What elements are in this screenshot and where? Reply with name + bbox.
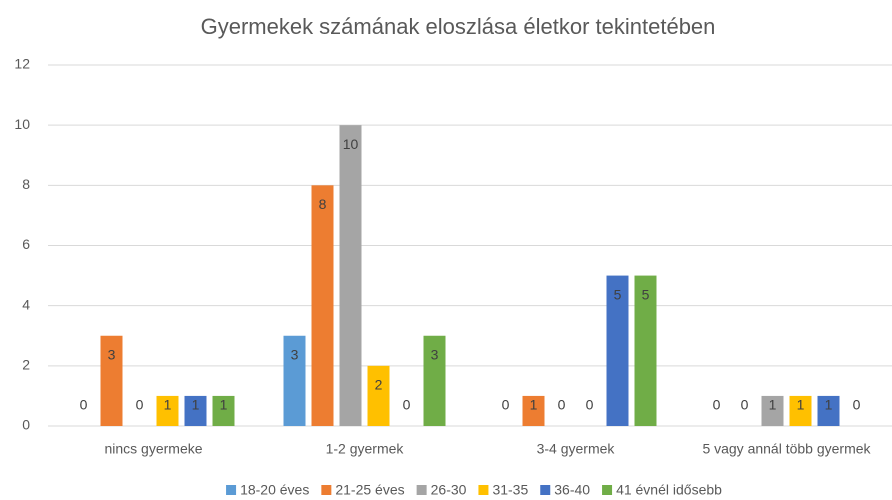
data-label: 0 bbox=[80, 397, 88, 413]
x-tick-label: nincs gyermeke bbox=[104, 441, 202, 457]
bar bbox=[100, 335, 123, 426]
data-label: 3 bbox=[291, 346, 299, 362]
bar bbox=[789, 395, 812, 426]
data-label: 0 bbox=[586, 397, 594, 413]
legend-swatch bbox=[321, 485, 332, 495]
data-label: 0 bbox=[558, 397, 566, 413]
data-label: 10 bbox=[343, 136, 359, 152]
data-label: 1 bbox=[164, 397, 172, 413]
legend-label: 36-40 bbox=[554, 482, 590, 498]
data-label: 2 bbox=[375, 377, 383, 393]
bar bbox=[212, 395, 235, 426]
y-tick-label: 4 bbox=[22, 296, 30, 312]
data-label: 5 bbox=[614, 286, 622, 302]
legend-label: 21-25 éves bbox=[335, 482, 404, 498]
bar bbox=[817, 395, 840, 426]
y-tick-label: 2 bbox=[22, 357, 30, 373]
data-label: 0 bbox=[136, 397, 144, 413]
x-tick-label: 1-2 gyermek bbox=[326, 441, 405, 457]
bar bbox=[522, 395, 545, 426]
data-label: 1 bbox=[192, 397, 200, 413]
data-label: 1 bbox=[769, 397, 777, 413]
data-label: 0 bbox=[403, 397, 411, 413]
data-label: 1 bbox=[825, 397, 833, 413]
x-tick-label: 3-4 gyermek bbox=[537, 441, 616, 457]
legend-swatch bbox=[226, 485, 237, 495]
bar bbox=[634, 275, 657, 426]
bar bbox=[184, 395, 207, 426]
data-label: 1 bbox=[530, 397, 538, 413]
y-tick-label: 8 bbox=[22, 176, 30, 192]
y-tick-label: 0 bbox=[22, 417, 30, 433]
bar bbox=[311, 185, 334, 426]
data-label: 1 bbox=[220, 397, 228, 413]
x-tick-label: 5 vagy annál több gyermek bbox=[702, 441, 871, 457]
legend-swatch bbox=[416, 485, 427, 495]
bar bbox=[423, 335, 446, 426]
bar bbox=[339, 125, 362, 427]
bar bbox=[606, 275, 629, 426]
legend-swatch bbox=[602, 485, 613, 495]
bar bbox=[283, 335, 306, 426]
data-label: 3 bbox=[431, 346, 439, 362]
bar bbox=[367, 365, 390, 426]
legend-swatch bbox=[540, 485, 551, 495]
data-label: 0 bbox=[502, 397, 510, 413]
bar bbox=[761, 395, 784, 426]
data-label: 5 bbox=[642, 286, 650, 302]
legend-label: 41 évnél idősebb bbox=[616, 482, 722, 498]
y-tick-label: 12 bbox=[14, 56, 30, 72]
y-tick-label: 10 bbox=[14, 116, 30, 132]
data-label: 0 bbox=[741, 397, 749, 413]
bar bbox=[156, 395, 179, 426]
chart-title: Gyermekek számának eloszlása életkor tek… bbox=[201, 14, 716, 39]
data-label: 8 bbox=[319, 196, 327, 212]
data-label: 3 bbox=[108, 346, 116, 362]
legend-label: 31-35 bbox=[492, 482, 528, 498]
y-tick-label: 6 bbox=[22, 236, 30, 252]
data-label: 1 bbox=[797, 397, 805, 413]
legend-swatch bbox=[478, 485, 489, 495]
data-label: 0 bbox=[713, 397, 721, 413]
data-label: 0 bbox=[853, 397, 861, 413]
legend-label: 18-20 éves bbox=[240, 482, 309, 498]
legend-label: 26-30 bbox=[431, 482, 467, 498]
